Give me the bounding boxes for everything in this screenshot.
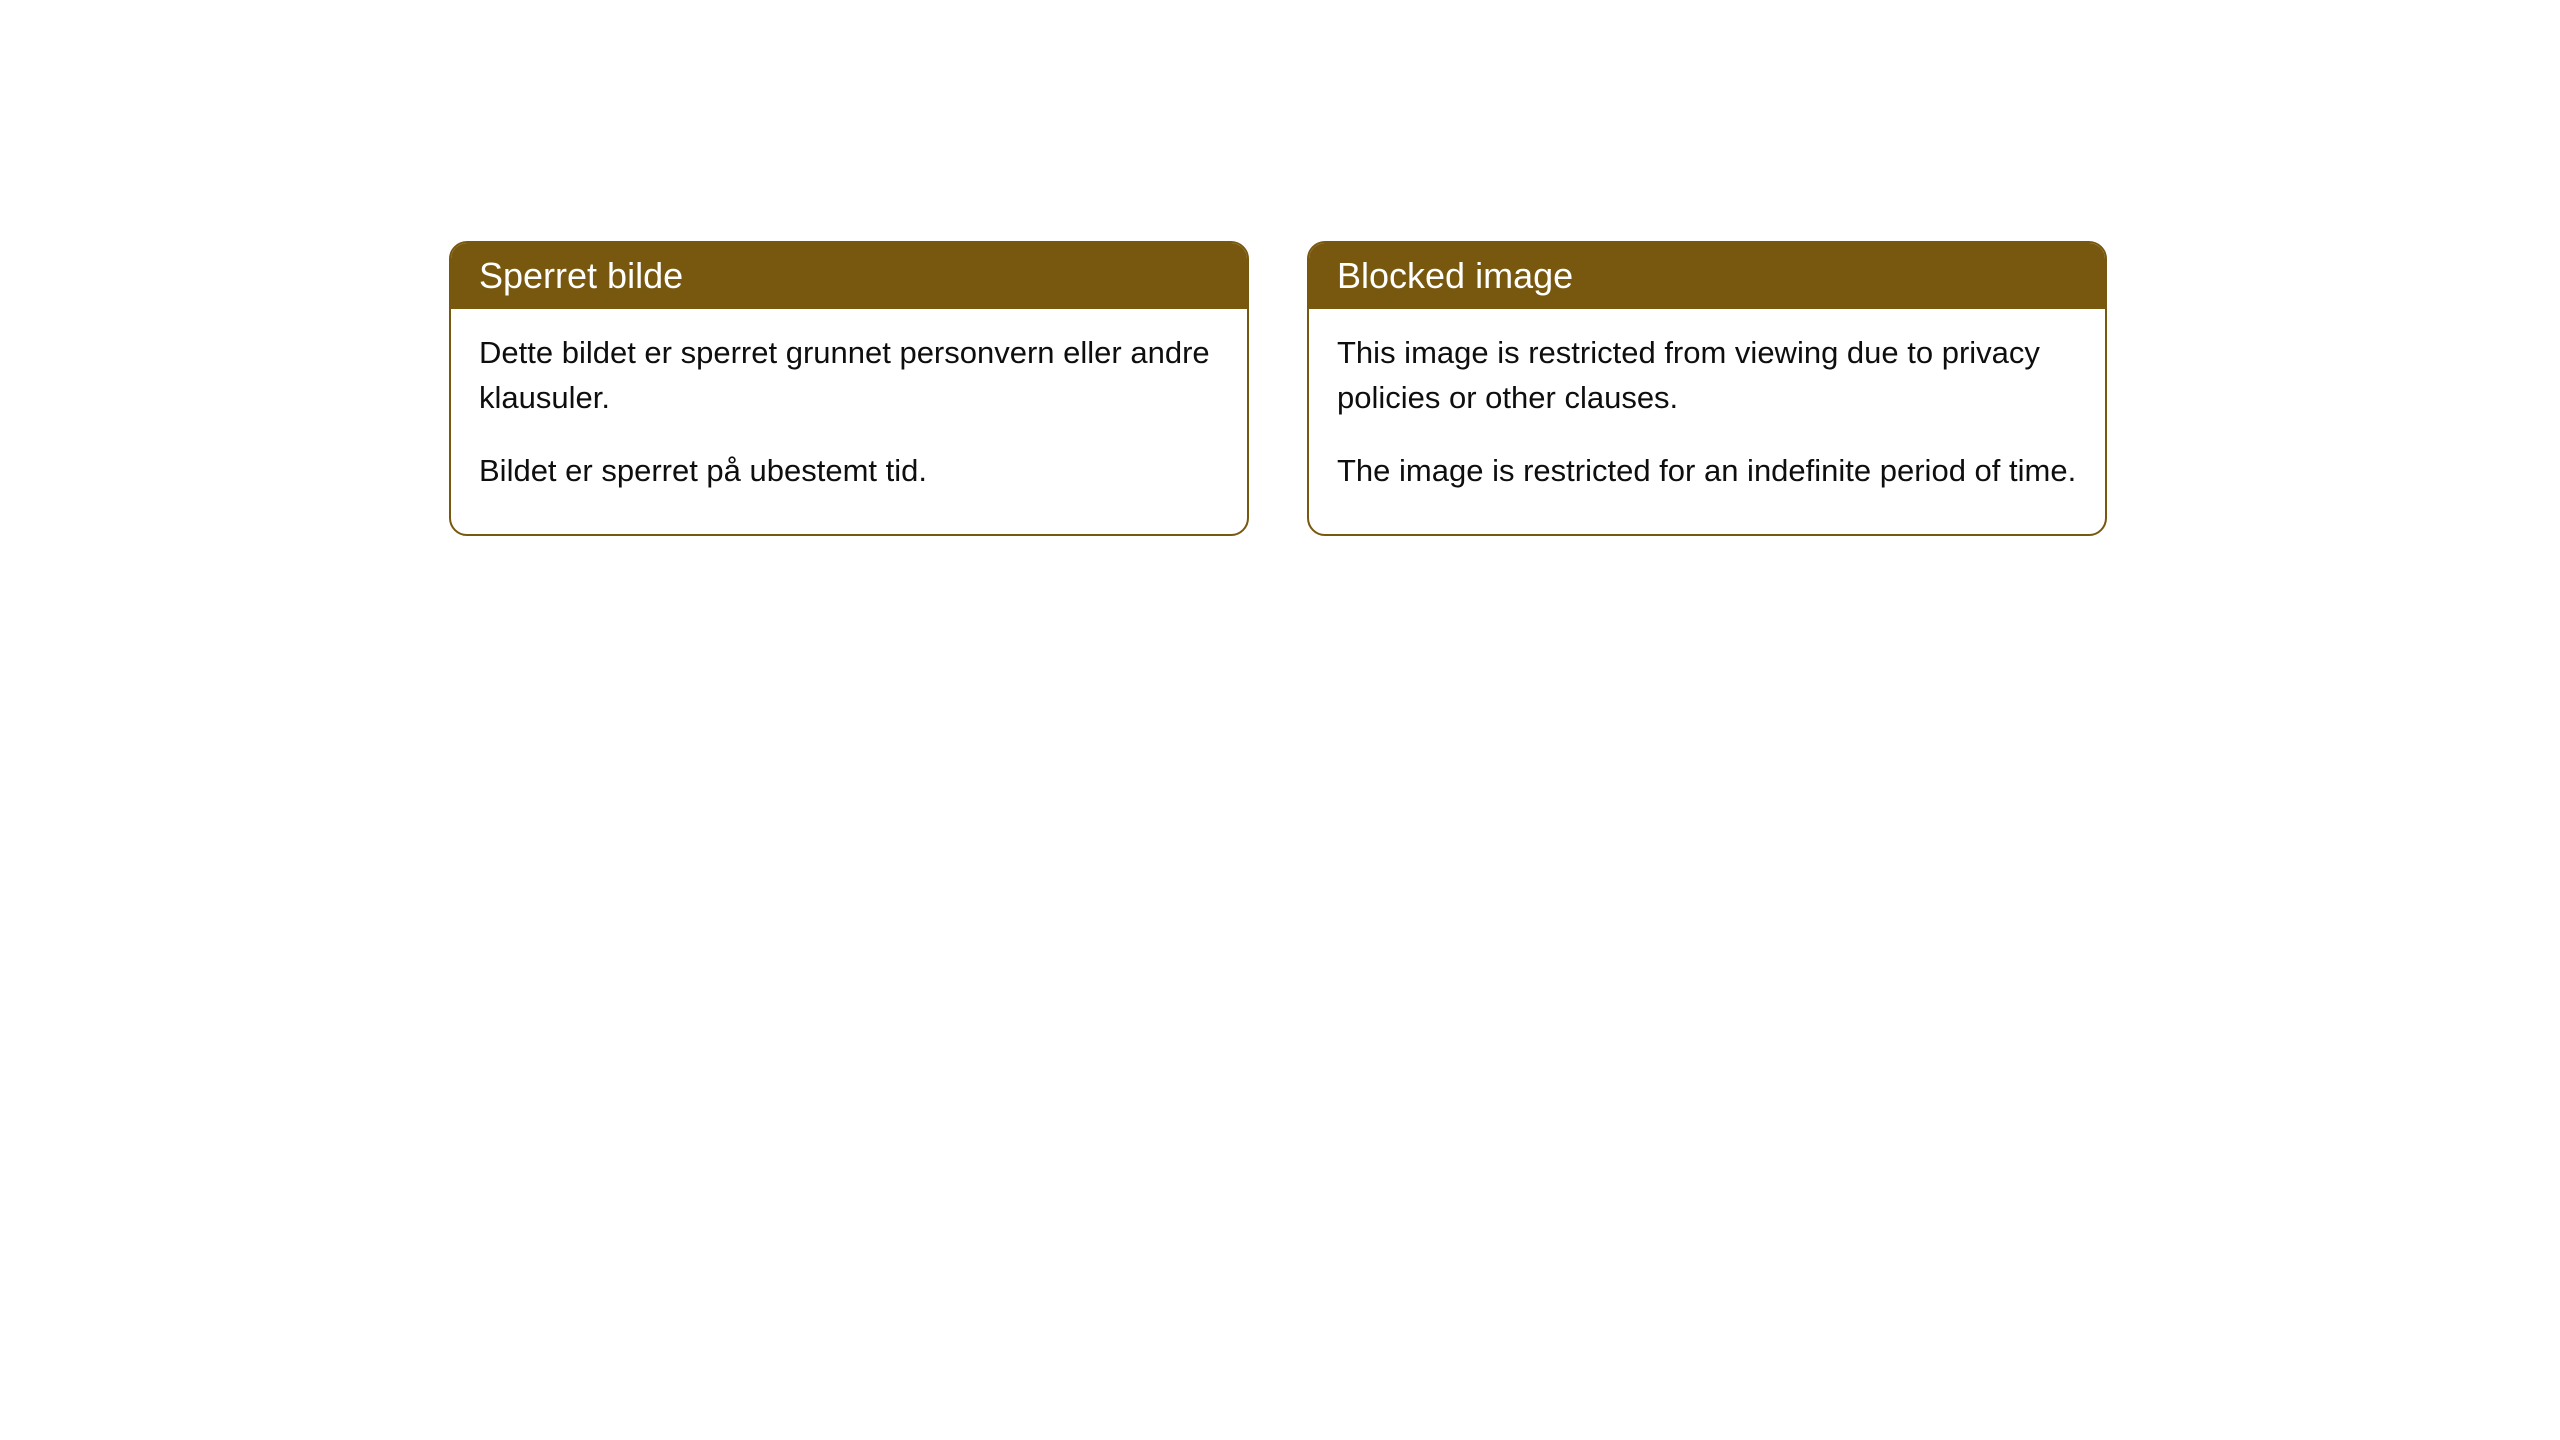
notice-cards-container: Sperret bilde Dette bildet er sperret gr… bbox=[449, 241, 2107, 536]
card-body-norwegian: Dette bildet er sperret grunnet personve… bbox=[451, 309, 1247, 534]
blocked-image-card-english: Blocked image This image is restricted f… bbox=[1307, 241, 2107, 536]
card-text-paragraph: Bildet er sperret på ubestemt tid. bbox=[479, 449, 1219, 494]
card-text-paragraph: Dette bildet er sperret grunnet personve… bbox=[479, 331, 1219, 421]
blocked-image-card-norwegian: Sperret bilde Dette bildet er sperret gr… bbox=[449, 241, 1249, 536]
card-body-english: This image is restricted from viewing du… bbox=[1309, 309, 2105, 534]
card-title: Blocked image bbox=[1337, 255, 1573, 296]
card-title: Sperret bilde bbox=[479, 255, 683, 296]
card-text-paragraph: This image is restricted from viewing du… bbox=[1337, 331, 2077, 421]
card-text-paragraph: The image is restricted for an indefinit… bbox=[1337, 449, 2077, 494]
card-header-english: Blocked image bbox=[1309, 243, 2105, 309]
card-header-norwegian: Sperret bilde bbox=[451, 243, 1247, 309]
